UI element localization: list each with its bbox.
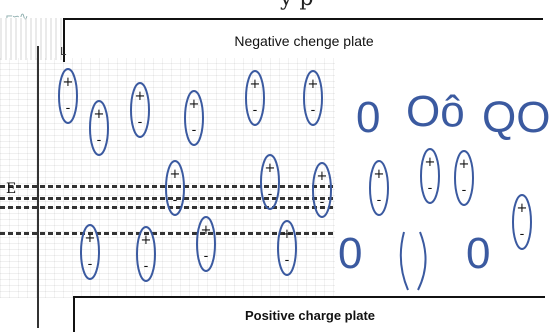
dipole-positive-sign: + bbox=[265, 161, 276, 176]
partial-dipole-outline bbox=[399, 231, 427, 291]
dipole-negative-sign: - bbox=[66, 101, 71, 116]
clipped-heading-left: y p bbox=[280, 0, 314, 10]
dipole-negative-sign: - bbox=[377, 193, 382, 208]
dipole-positive-sign: + bbox=[317, 169, 328, 184]
dipole-outline bbox=[80, 224, 100, 280]
dipole-outline bbox=[196, 216, 216, 272]
dipole-negative-sign: - bbox=[428, 181, 433, 196]
dipole-outline bbox=[369, 160, 389, 216]
dipole-negative-sign: - bbox=[204, 249, 209, 264]
dipole-outline bbox=[136, 226, 156, 282]
dipole-5: +- bbox=[245, 70, 265, 126]
dipole-positive-sign: + bbox=[201, 223, 212, 238]
dipole-positive-sign: + bbox=[135, 89, 146, 104]
dipole-negative-sign: - bbox=[192, 123, 197, 138]
dipole-8: +- bbox=[260, 154, 280, 210]
dipole-positive-sign: + bbox=[170, 167, 181, 182]
dipole-12: +- bbox=[196, 216, 216, 272]
dipole-14: +- bbox=[369, 160, 389, 216]
dipole-negative-sign: - bbox=[320, 195, 325, 210]
dipole-outline bbox=[303, 70, 323, 126]
dipole-10: +- bbox=[80, 224, 100, 280]
dipole-negative-sign: - bbox=[311, 103, 316, 118]
dipole-positive-sign: + bbox=[425, 155, 436, 170]
dipole-outline bbox=[454, 150, 474, 206]
dipole-7: +- bbox=[165, 160, 185, 216]
left-noise-strip bbox=[0, 18, 62, 60]
dipole-positive-sign: + bbox=[250, 77, 261, 92]
dipole-negative-sign: - bbox=[144, 259, 149, 274]
vertical-axis-line bbox=[37, 46, 39, 328]
dipole-positive-sign: + bbox=[63, 75, 74, 90]
stray-glyph-2: Oô bbox=[406, 87, 465, 136]
dipole-outline bbox=[260, 154, 280, 210]
dipole-17: +- bbox=[512, 194, 532, 250]
negative-plate-label: Negative chenge plate bbox=[234, 33, 374, 49]
dipole-outline bbox=[130, 82, 150, 138]
dipole-6: +- bbox=[303, 70, 323, 126]
clipped-heading-text: y p g bbox=[80, 0, 550, 10]
dipole-15: +- bbox=[420, 148, 440, 204]
dipole-positive-sign: + bbox=[282, 227, 293, 242]
dipole-negative-sign: - bbox=[173, 193, 178, 208]
dipole-outline bbox=[512, 194, 532, 250]
dipole-positive-sign: + bbox=[189, 97, 200, 112]
dipole-positive-sign: + bbox=[517, 201, 528, 216]
dipole-outline bbox=[420, 148, 440, 204]
dipole-positive-sign: + bbox=[308, 77, 319, 92]
dipole-positive-sign: + bbox=[94, 107, 105, 122]
dipole-11: +- bbox=[136, 226, 156, 282]
dipole-negative-sign: - bbox=[138, 115, 143, 130]
dipole-outline bbox=[277, 220, 297, 276]
stray-glyph-5: 0 bbox=[466, 229, 491, 278]
electric-field-label: E bbox=[6, 181, 17, 197]
dipole-positive-sign: + bbox=[459, 157, 470, 172]
dipole-negative-sign: - bbox=[462, 183, 467, 198]
dipole-negative-sign: - bbox=[88, 257, 93, 272]
dipole-9: +- bbox=[312, 162, 332, 218]
positive-charge-plate: Positive charge plate bbox=[73, 296, 545, 332]
dipole-outline bbox=[58, 68, 78, 124]
dipole-outline bbox=[165, 160, 185, 216]
stray-glyph-4: 0 bbox=[338, 229, 363, 278]
dipole-4: +- bbox=[184, 90, 204, 146]
dipole-positive-sign: + bbox=[374, 167, 385, 182]
dipole-negative-sign: - bbox=[97, 133, 102, 148]
dipole-outline bbox=[245, 70, 265, 126]
dipole-16: +- bbox=[454, 150, 474, 206]
dipole-outline bbox=[89, 100, 109, 156]
corner-mark-label: L bbox=[60, 45, 67, 58]
dipole-positive-sign: + bbox=[85, 231, 96, 246]
dipole-negative-sign: - bbox=[253, 103, 258, 118]
dipole-negative-sign: - bbox=[520, 227, 525, 242]
dipole-3: +- bbox=[130, 82, 150, 138]
dipole-positive-sign: + bbox=[141, 233, 152, 248]
dipole-negative-sign: - bbox=[285, 253, 290, 268]
stray-glyph-3: QO bbox=[482, 93, 551, 142]
dipole-outline bbox=[184, 90, 204, 146]
dipole-outline bbox=[312, 162, 332, 218]
positive-plate-label: Positive charge plate bbox=[244, 307, 376, 323]
dipole-13: +- bbox=[277, 220, 297, 276]
field-band-bottom bbox=[0, 232, 335, 235]
field-band-upper bbox=[0, 185, 335, 188]
field-band-lower bbox=[0, 206, 335, 209]
dipole-2: +- bbox=[89, 100, 109, 156]
dipole-negative-sign: - bbox=[268, 187, 273, 202]
stray-glyph-1: 0 bbox=[356, 93, 381, 142]
dipole-1: +- bbox=[58, 68, 78, 124]
negative-charge-plate: Negative chenge plate bbox=[63, 18, 543, 62]
